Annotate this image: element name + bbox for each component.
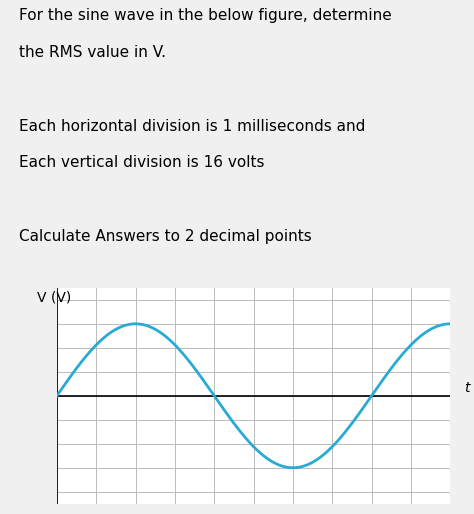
Text: Each horizontal division is 1 milliseconds and: Each horizontal division is 1 millisecon… bbox=[19, 119, 365, 134]
Text: Each vertical division is 16 volts: Each vertical division is 16 volts bbox=[19, 155, 264, 171]
Text: t: t bbox=[464, 380, 470, 395]
Text: V (V): V (V) bbox=[37, 290, 72, 304]
Text: the RMS value in V.: the RMS value in V. bbox=[19, 45, 166, 60]
Text: Calculate Answers to 2 decimal points: Calculate Answers to 2 decimal points bbox=[19, 229, 312, 244]
Text: For the sine wave in the below figure, determine: For the sine wave in the below figure, d… bbox=[19, 8, 392, 24]
